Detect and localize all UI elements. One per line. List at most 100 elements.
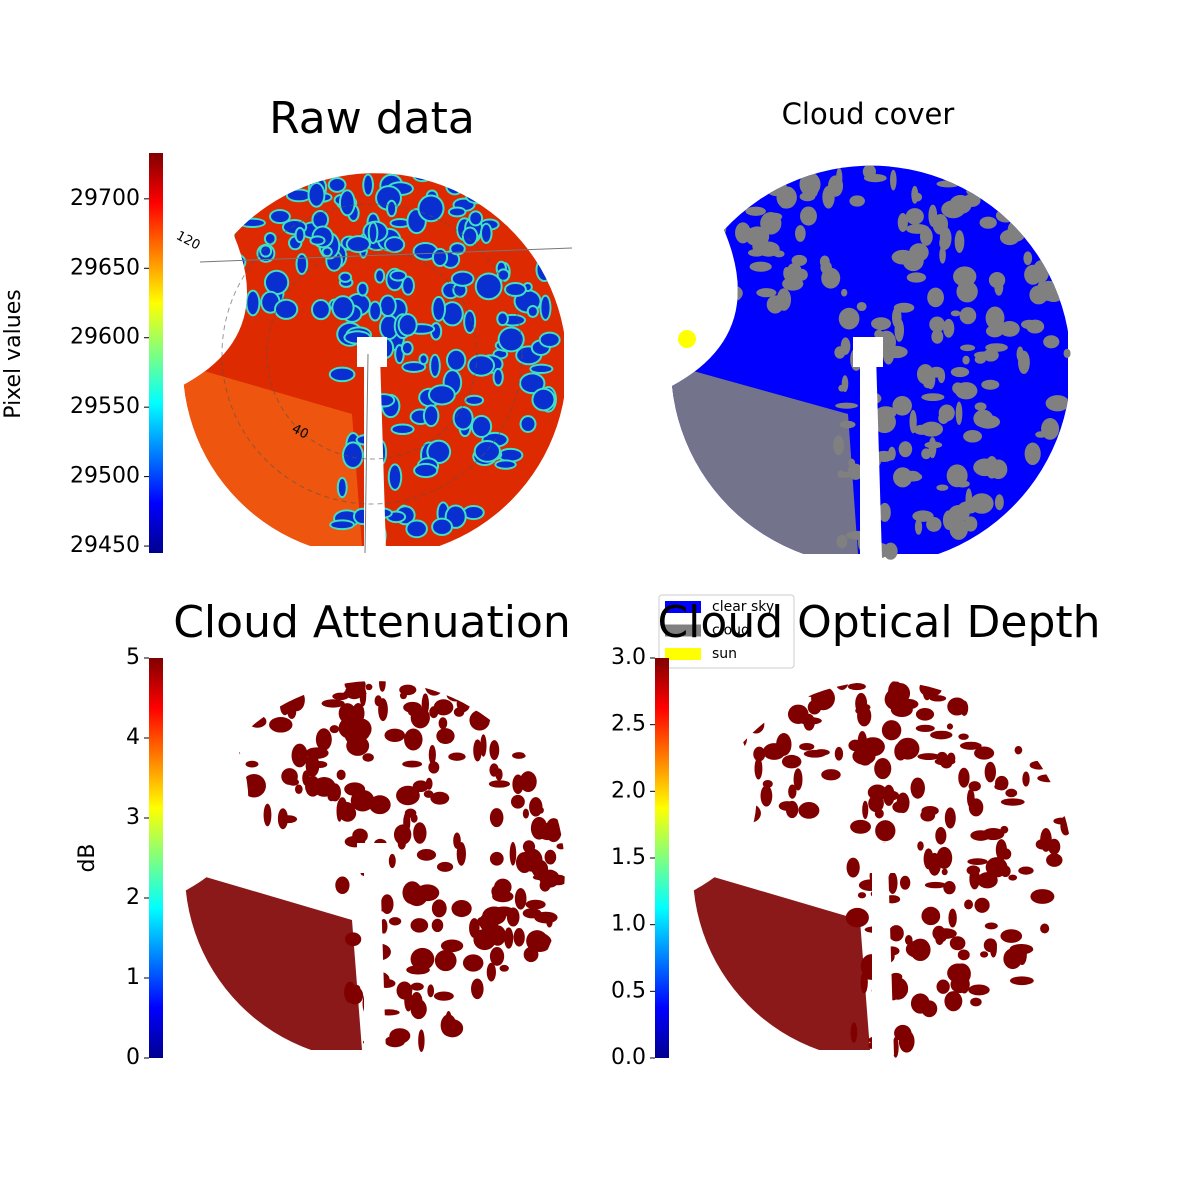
- sky-blob: [321, 699, 345, 708]
- panel-title: Cloud cover: [782, 97, 955, 131]
- colorbar: [149, 153, 163, 553]
- sky-blob: [539, 869, 560, 888]
- sky-blob: [287, 190, 310, 201]
- sky-blob: [776, 732, 792, 756]
- sky-blob: [807, 699, 822, 715]
- sky-blob: [414, 173, 432, 181]
- sky-blob-edge: [465, 189, 492, 205]
- sky-blob: [739, 803, 761, 823]
- sky-blob: [887, 871, 898, 894]
- sky-blob: [989, 459, 1008, 480]
- sky-blob: [489, 925, 506, 946]
- sky-blob: [950, 975, 970, 994]
- sky-blob: [388, 201, 396, 216]
- sky-blob: [974, 355, 986, 364]
- sky-blob: [224, 306, 242, 315]
- pole-shadow: [872, 860, 894, 1055]
- sky-blob: [340, 273, 351, 281]
- sky-blob: [521, 374, 544, 393]
- sky-blob: [493, 906, 515, 917]
- sky-blob: [385, 238, 404, 251]
- legend-label: clear sky: [712, 599, 774, 615]
- legend-swatch: [665, 601, 701, 613]
- polar-axis: [364, 353, 369, 554]
- sky-blob: [263, 803, 272, 827]
- sky-blob: [402, 342, 412, 354]
- sky-blob: [735, 763, 746, 781]
- sky-blob: [848, 467, 863, 480]
- sky-blob: [735, 726, 748, 749]
- sky-blob-edge: [204, 236, 232, 253]
- panel-title: Raw data: [269, 93, 475, 144]
- sky-blob: [724, 273, 736, 284]
- sky-blob: [335, 876, 350, 895]
- sky-blob: [462, 954, 484, 972]
- sky-blob: [942, 510, 955, 531]
- sky-blob: [944, 807, 956, 829]
- sky-blob: [388, 853, 396, 869]
- sky-blob: [530, 816, 548, 840]
- sky-blob: [311, 237, 324, 244]
- sky-blob: [384, 728, 406, 742]
- legend-swatch: [665, 648, 701, 660]
- sky-blob: [897, 212, 908, 232]
- sky-blob: [380, 316, 398, 339]
- sky-blob: [448, 752, 466, 761]
- sky-blob: [343, 443, 362, 468]
- pole-shadow: [364, 860, 386, 1055]
- colorbar: [149, 658, 163, 1058]
- sky-blob: [222, 254, 245, 271]
- sky-blob: [779, 197, 791, 209]
- sky-blob: [499, 449, 522, 461]
- sky-blob: [910, 938, 931, 962]
- sky-blob: [332, 692, 349, 701]
- sky-blob: [941, 868, 948, 876]
- sky-blob: [921, 906, 941, 926]
- sky-blob: [765, 180, 788, 197]
- polar-grid: [266, 248, 478, 460]
- sky-blob: [556, 843, 565, 850]
- sky-blob: [491, 885, 499, 898]
- sky-blob: [265, 271, 288, 294]
- sky-blob: [875, 406, 897, 420]
- sky-blob: [878, 502, 891, 522]
- sky-blob: [336, 769, 346, 781]
- sky-blob: [406, 885, 428, 907]
- sky-blob: [964, 899, 973, 910]
- sky-blob: [504, 927, 514, 949]
- sky-blob: [895, 982, 908, 997]
- sky-blob: [926, 516, 942, 532]
- sky-blob: [533, 389, 554, 410]
- sky-blob: [433, 699, 454, 716]
- sky-blob: [433, 991, 454, 1001]
- sky-blob: [943, 318, 955, 338]
- sky-blob: [981, 379, 1000, 390]
- sky-blob: [353, 984, 361, 994]
- sky-image: [183, 173, 564, 551]
- sky-blob: [841, 288, 848, 297]
- sky-blob: [957, 949, 970, 961]
- sky-blob: [327, 791, 336, 802]
- sky-blob: [960, 344, 976, 352]
- sky-blob: [531, 365, 552, 373]
- sky-blob: [403, 701, 422, 713]
- panel: Cloud Optical Depth 0.0 0.5 1.0 1.5 2.0 2.5 3.0: [611, 597, 1101, 1070]
- sky-blob: [358, 283, 367, 295]
- sky-blob: [391, 271, 406, 280]
- sky-blob: [1000, 825, 1009, 834]
- sky-blob: [892, 1036, 899, 1058]
- sky-blob: [848, 458, 856, 468]
- sky-blob: [782, 277, 804, 291]
- sky-blob: [374, 695, 383, 707]
- sky-blob: [747, 715, 765, 734]
- sky-blob: [519, 771, 537, 793]
- sky-blob: [429, 706, 439, 719]
- sky-blob: [338, 703, 356, 724]
- sky-blob: [995, 839, 1007, 861]
- colorbar-tick-label: 29550: [70, 394, 140, 419]
- sky-blob: [329, 725, 340, 734]
- sky-blob: [199, 769, 215, 781]
- sky-blob: [921, 393, 945, 402]
- sky-blob: [424, 681, 444, 696]
